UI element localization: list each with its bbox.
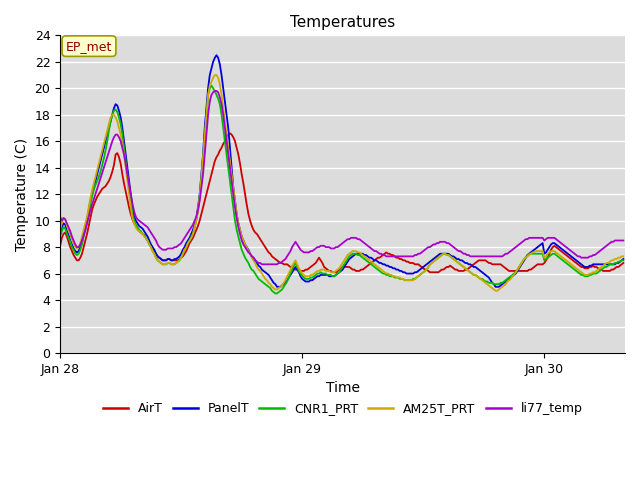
AirT [520,268,528,274]
AirT [527,267,534,273]
li77_temp [620,238,627,243]
AM25T_PRT [520,256,528,262]
AM25T_PRT [180,247,188,252]
li77_temp [520,238,528,243]
PanelT [527,250,534,255]
PanelT [212,52,220,58]
Line: PanelT: PanelT [60,55,623,287]
PanelT [63,228,70,234]
CNR1_PRT [376,268,383,274]
CNR1_PRT [63,231,70,237]
AM25T_PRT [226,158,234,164]
Title: Temperatures: Temperatures [290,15,396,30]
AirT [56,243,64,249]
li77_temp [63,220,70,226]
AM25T_PRT [527,251,534,257]
AirT [63,234,70,240]
li77_temp [226,165,234,170]
PanelT [376,260,383,266]
AirT [225,132,232,137]
li77_temp [258,262,266,267]
Y-axis label: Temperature (C): Temperature (C) [15,138,29,251]
CNR1_PRT [56,234,64,240]
AM25T_PRT [211,72,219,78]
AirT [180,251,188,257]
Legend: AirT, PanelT, CNR1_PRT, AM25T_PRT, li77_temp: AirT, PanelT, CNR1_PRT, AM25T_PRT, li77_… [98,397,588,420]
AM25T_PRT [63,223,70,229]
AirT [376,255,383,261]
AM25T_PRT [56,227,64,233]
Line: CNR1_PRT: CNR1_PRT [60,85,623,293]
li77_temp [56,214,64,219]
CNR1_PRT [207,83,215,88]
Line: AM25T_PRT: AM25T_PRT [60,75,623,291]
AirT [620,260,627,266]
li77_temp [527,235,534,241]
li77_temp [180,235,188,241]
X-axis label: Time: Time [326,381,360,395]
CNR1_PRT [620,257,627,263]
AirT [226,131,234,136]
CNR1_PRT [180,247,188,252]
PanelT [520,257,528,263]
li77_temp [211,88,219,94]
AM25T_PRT [620,253,627,259]
CNR1_PRT [226,178,234,184]
AM25T_PRT [492,288,499,294]
Text: EP_met: EP_met [66,40,112,53]
CNR1_PRT [527,251,534,257]
Line: AirT: AirT [60,133,623,272]
PanelT [180,244,188,250]
PanelT [56,231,64,237]
li77_temp [376,251,383,257]
AM25T_PRT [374,264,381,270]
PanelT [226,145,234,151]
CNR1_PRT [271,290,279,296]
Line: li77_temp: li77_temp [60,91,623,264]
PanelT [273,284,281,290]
PanelT [620,256,627,262]
AirT [329,269,337,275]
CNR1_PRT [520,256,528,262]
